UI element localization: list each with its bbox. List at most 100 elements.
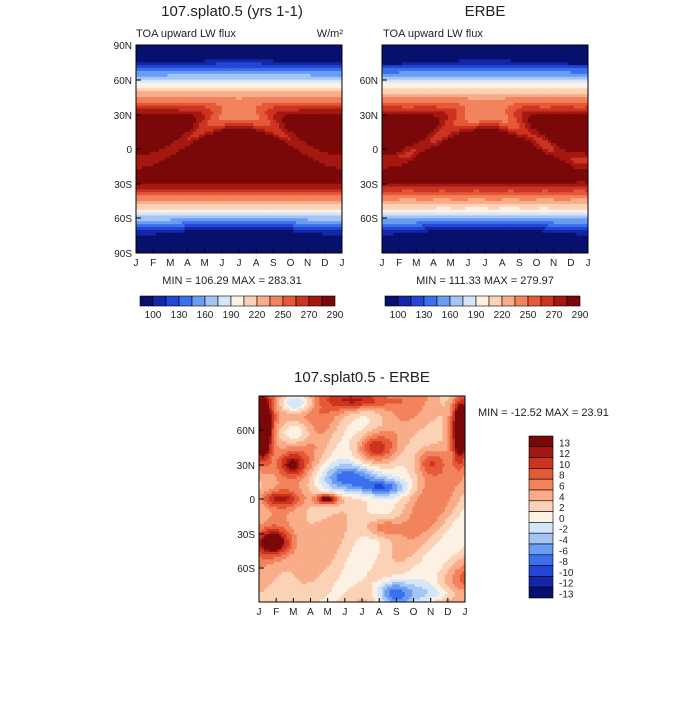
panel-model-cell (273, 50, 277, 55)
panel-model-cell (201, 94, 206, 98)
panel-model-cell (293, 192, 297, 196)
panel-model-cell (304, 229, 309, 234)
panel-model-cell (330, 65, 334, 69)
panel-model-cell (250, 192, 254, 196)
panel-model-cell (276, 169, 280, 173)
panel-model-cell (339, 241, 343, 245)
panel-model-cell (216, 71, 220, 75)
panel-model-cell (224, 235, 228, 239)
panel-model-cell (210, 50, 214, 55)
panel-model-cell (187, 203, 191, 208)
panel-model-cell (287, 53, 291, 57)
panel-model-cell (290, 238, 294, 242)
panel-model-cell (336, 47, 340, 52)
panel-model-cell (304, 45, 309, 49)
panel-model-cell (241, 68, 246, 72)
panel-model-cell (241, 183, 246, 187)
panel-model-cell (241, 134, 246, 138)
panel-model-cell (316, 47, 320, 52)
panel-model-cell (244, 169, 248, 173)
panel-model-cell (204, 47, 208, 52)
panel-model-cell (241, 140, 246, 144)
panel-model-cell (176, 88, 180, 92)
panel-model-cell (161, 241, 166, 245)
panel-model-cell (284, 192, 289, 196)
panel-model-cell (201, 120, 206, 124)
panel-model-cell (304, 180, 309, 185)
panel-model-cell (136, 82, 140, 86)
panel-model-cell (236, 65, 240, 69)
panel-model-cell (270, 151, 274, 156)
panel-model-cell (333, 149, 337, 153)
panel-model-cell (190, 215, 194, 219)
panel-model-cell (213, 189, 217, 193)
panel-model-cell (187, 134, 191, 138)
panel-model-cell (321, 186, 326, 190)
panel-model-cell (233, 140, 237, 144)
panel-model-cell (324, 73, 329, 78)
panel-model-cell (264, 99, 269, 104)
panel-model-cell (299, 53, 303, 57)
panel-model-cell (193, 203, 197, 208)
panel-model-cell (190, 146, 194, 150)
panel-model-cell (156, 65, 160, 69)
panel-model-cell (178, 143, 183, 147)
panel-model-cell (227, 128, 231, 133)
panel-model-cell (259, 131, 263, 135)
panel-model-cell (170, 244, 174, 248)
panel-model-cell (304, 192, 309, 196)
panel-model-cell (247, 218, 251, 222)
panel-model-cell (239, 47, 243, 52)
panel-model-cell (216, 68, 220, 72)
panel-model-cell (319, 177, 323, 182)
panel-model-cell (310, 45, 314, 49)
panel-model-cell (330, 85, 334, 89)
panel-model-cell (290, 212, 294, 216)
panel-model-cell (184, 140, 188, 144)
panel-model-cell (293, 160, 297, 164)
panel-model-cell (184, 68, 188, 72)
panel-model-cell (276, 175, 280, 179)
panel-model-cell (233, 68, 237, 72)
panel-model-cell (213, 62, 217, 66)
panel-model-cell (307, 241, 311, 245)
panel-model-cell (150, 82, 154, 86)
panel-model-cell (196, 114, 200, 118)
panel-model-cell (281, 117, 286, 121)
panel-model-cell (176, 50, 180, 55)
panel-model-cell (281, 105, 286, 109)
panel-model-cell (284, 62, 289, 66)
panel-model-cell (316, 62, 320, 66)
panel-model-cell (236, 218, 240, 222)
panel-model-cell (201, 140, 206, 144)
panel-model-cell (324, 137, 329, 141)
panel-model-cell (261, 172, 266, 176)
panel-model-cell (221, 160, 226, 164)
panel-model-cell (259, 229, 263, 234)
panel-model-cell (144, 71, 148, 75)
panel-model-cell (221, 108, 226, 112)
panel-model-cell (239, 59, 243, 63)
panel-model-cell (176, 209, 180, 213)
panel-model-cell (193, 108, 197, 112)
panel-model-cell (339, 175, 343, 179)
panel-model-cell (136, 65, 140, 69)
panel-model-cell (284, 169, 289, 173)
panel-model-cell (141, 198, 145, 202)
panel-model-cell (299, 172, 303, 176)
panel-model-cell (330, 73, 334, 78)
panel-model-cell (204, 229, 208, 234)
panel-model-cell (198, 209, 203, 213)
panel-model-cell (276, 76, 280, 81)
panel-model-cell (276, 94, 280, 98)
panel-model-cell (244, 172, 248, 176)
panel-model-cell (296, 120, 300, 124)
panel-model-cell (201, 125, 206, 130)
panel-model-cell (239, 189, 243, 193)
panel-model-cell (330, 102, 334, 107)
panel-model-cell (296, 195, 300, 199)
panel-model-cell (247, 85, 251, 89)
panel-model-cell (299, 88, 303, 92)
panel-model-cell (253, 201, 257, 205)
panel-model-cell (264, 177, 269, 182)
